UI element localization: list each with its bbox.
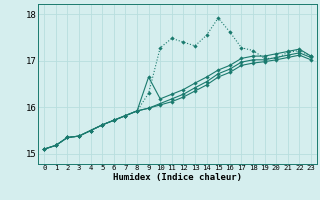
X-axis label: Humidex (Indice chaleur): Humidex (Indice chaleur) — [113, 173, 242, 182]
